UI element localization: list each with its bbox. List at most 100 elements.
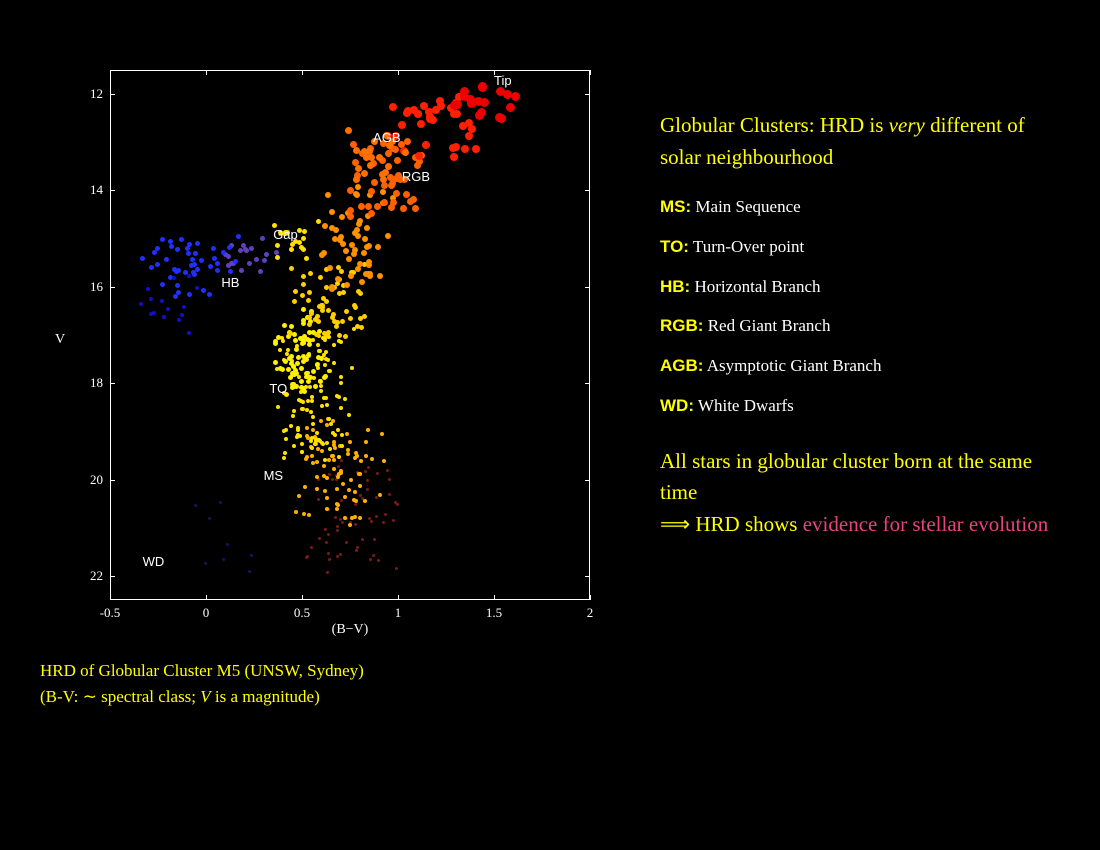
data-point — [355, 266, 361, 272]
data-point — [201, 288, 206, 293]
data-point — [175, 247, 180, 252]
legend-key: HB: — [660, 277, 690, 296]
data-point — [176, 290, 181, 295]
data-point — [328, 447, 332, 451]
data-point — [403, 109, 411, 117]
data-point — [402, 149, 409, 156]
data-point — [233, 259, 238, 264]
data-point — [328, 558, 331, 561]
data-point — [366, 488, 369, 491]
data-point — [278, 348, 282, 352]
data-point — [294, 347, 299, 352]
data-point — [169, 244, 174, 249]
data-point — [195, 241, 200, 246]
data-point — [384, 513, 387, 516]
data-point — [315, 487, 319, 491]
data-point — [289, 247, 294, 252]
data-point — [357, 218, 363, 224]
data-point — [358, 516, 362, 520]
data-point — [339, 406, 343, 410]
data-point — [320, 305, 325, 310]
data-point — [187, 242, 192, 247]
data-point — [278, 366, 283, 371]
x-tick-label: 1.5 — [486, 605, 502, 621]
conclusion-text: All stars in globular cluster born at th… — [660, 446, 1060, 541]
legend-item: HB: Horizontal Branch — [660, 275, 1060, 299]
data-point — [307, 513, 311, 517]
data-point — [211, 246, 216, 251]
data-point — [336, 428, 340, 432]
data-point — [375, 515, 378, 518]
data-point — [313, 442, 317, 446]
data-point — [152, 250, 157, 255]
data-point — [477, 108, 486, 117]
plot-annotation: Tip — [494, 73, 512, 88]
legend-key: TO: — [660, 237, 689, 256]
data-point — [358, 472, 362, 476]
data-point — [281, 339, 285, 343]
data-point — [336, 503, 340, 507]
data-point — [182, 305, 186, 309]
data-point — [289, 324, 294, 329]
data-point — [348, 316, 353, 321]
data-point — [282, 323, 287, 328]
data-point — [301, 236, 306, 241]
data-point — [376, 154, 383, 161]
data-point — [336, 525, 339, 528]
data-point — [298, 434, 302, 438]
data-point — [347, 187, 354, 194]
y-tick-label: 14 — [73, 182, 103, 198]
data-point — [321, 442, 325, 446]
data-point — [361, 250, 367, 256]
data-point — [319, 389, 323, 393]
data-point — [300, 442, 304, 446]
data-point — [320, 404, 324, 408]
data-point — [335, 507, 339, 511]
data-point — [366, 428, 370, 432]
data-point — [290, 371, 295, 376]
data-point — [472, 145, 480, 153]
data-point — [322, 223, 328, 229]
data-point — [355, 233, 361, 239]
data-point — [352, 247, 358, 253]
data-point — [307, 322, 312, 327]
data-point — [337, 465, 340, 468]
data-point — [337, 291, 342, 296]
data-point — [309, 410, 313, 414]
legend-val: White Dwarfs — [694, 396, 794, 415]
right-panel: Globular Clusters: HRD is very different… — [640, 0, 1100, 850]
data-point — [325, 403, 329, 407]
data-point — [332, 458, 336, 462]
data-point — [348, 523, 352, 527]
data-point — [503, 90, 512, 99]
data-point — [339, 469, 343, 473]
data-point — [310, 446, 314, 450]
x-tick-label: 2 — [587, 605, 594, 621]
plot-annotation: TO — [269, 381, 287, 396]
legend-key: MS: — [660, 197, 691, 216]
plot-annotation: AGB — [373, 130, 400, 145]
data-point — [160, 299, 164, 303]
data-point — [311, 461, 315, 465]
data-point — [350, 366, 354, 370]
data-point — [364, 225, 370, 231]
data-point — [301, 274, 306, 279]
data-point — [361, 170, 368, 177]
data-point — [355, 549, 358, 552]
legend-key: RGB: — [660, 316, 703, 335]
data-point — [199, 258, 204, 263]
data-point — [400, 205, 407, 212]
data-point — [316, 319, 321, 324]
data-point — [300, 450, 304, 454]
data-point — [194, 504, 197, 507]
data-point — [332, 440, 336, 444]
y-tick-label: 22 — [73, 568, 103, 584]
data-point — [353, 176, 360, 183]
data-point — [283, 451, 287, 455]
data-point — [310, 546, 313, 549]
data-point — [343, 248, 349, 254]
plot-annotation: Gap — [273, 227, 298, 242]
data-point — [321, 250, 327, 256]
data-point — [315, 475, 319, 479]
data-point — [289, 354, 294, 359]
